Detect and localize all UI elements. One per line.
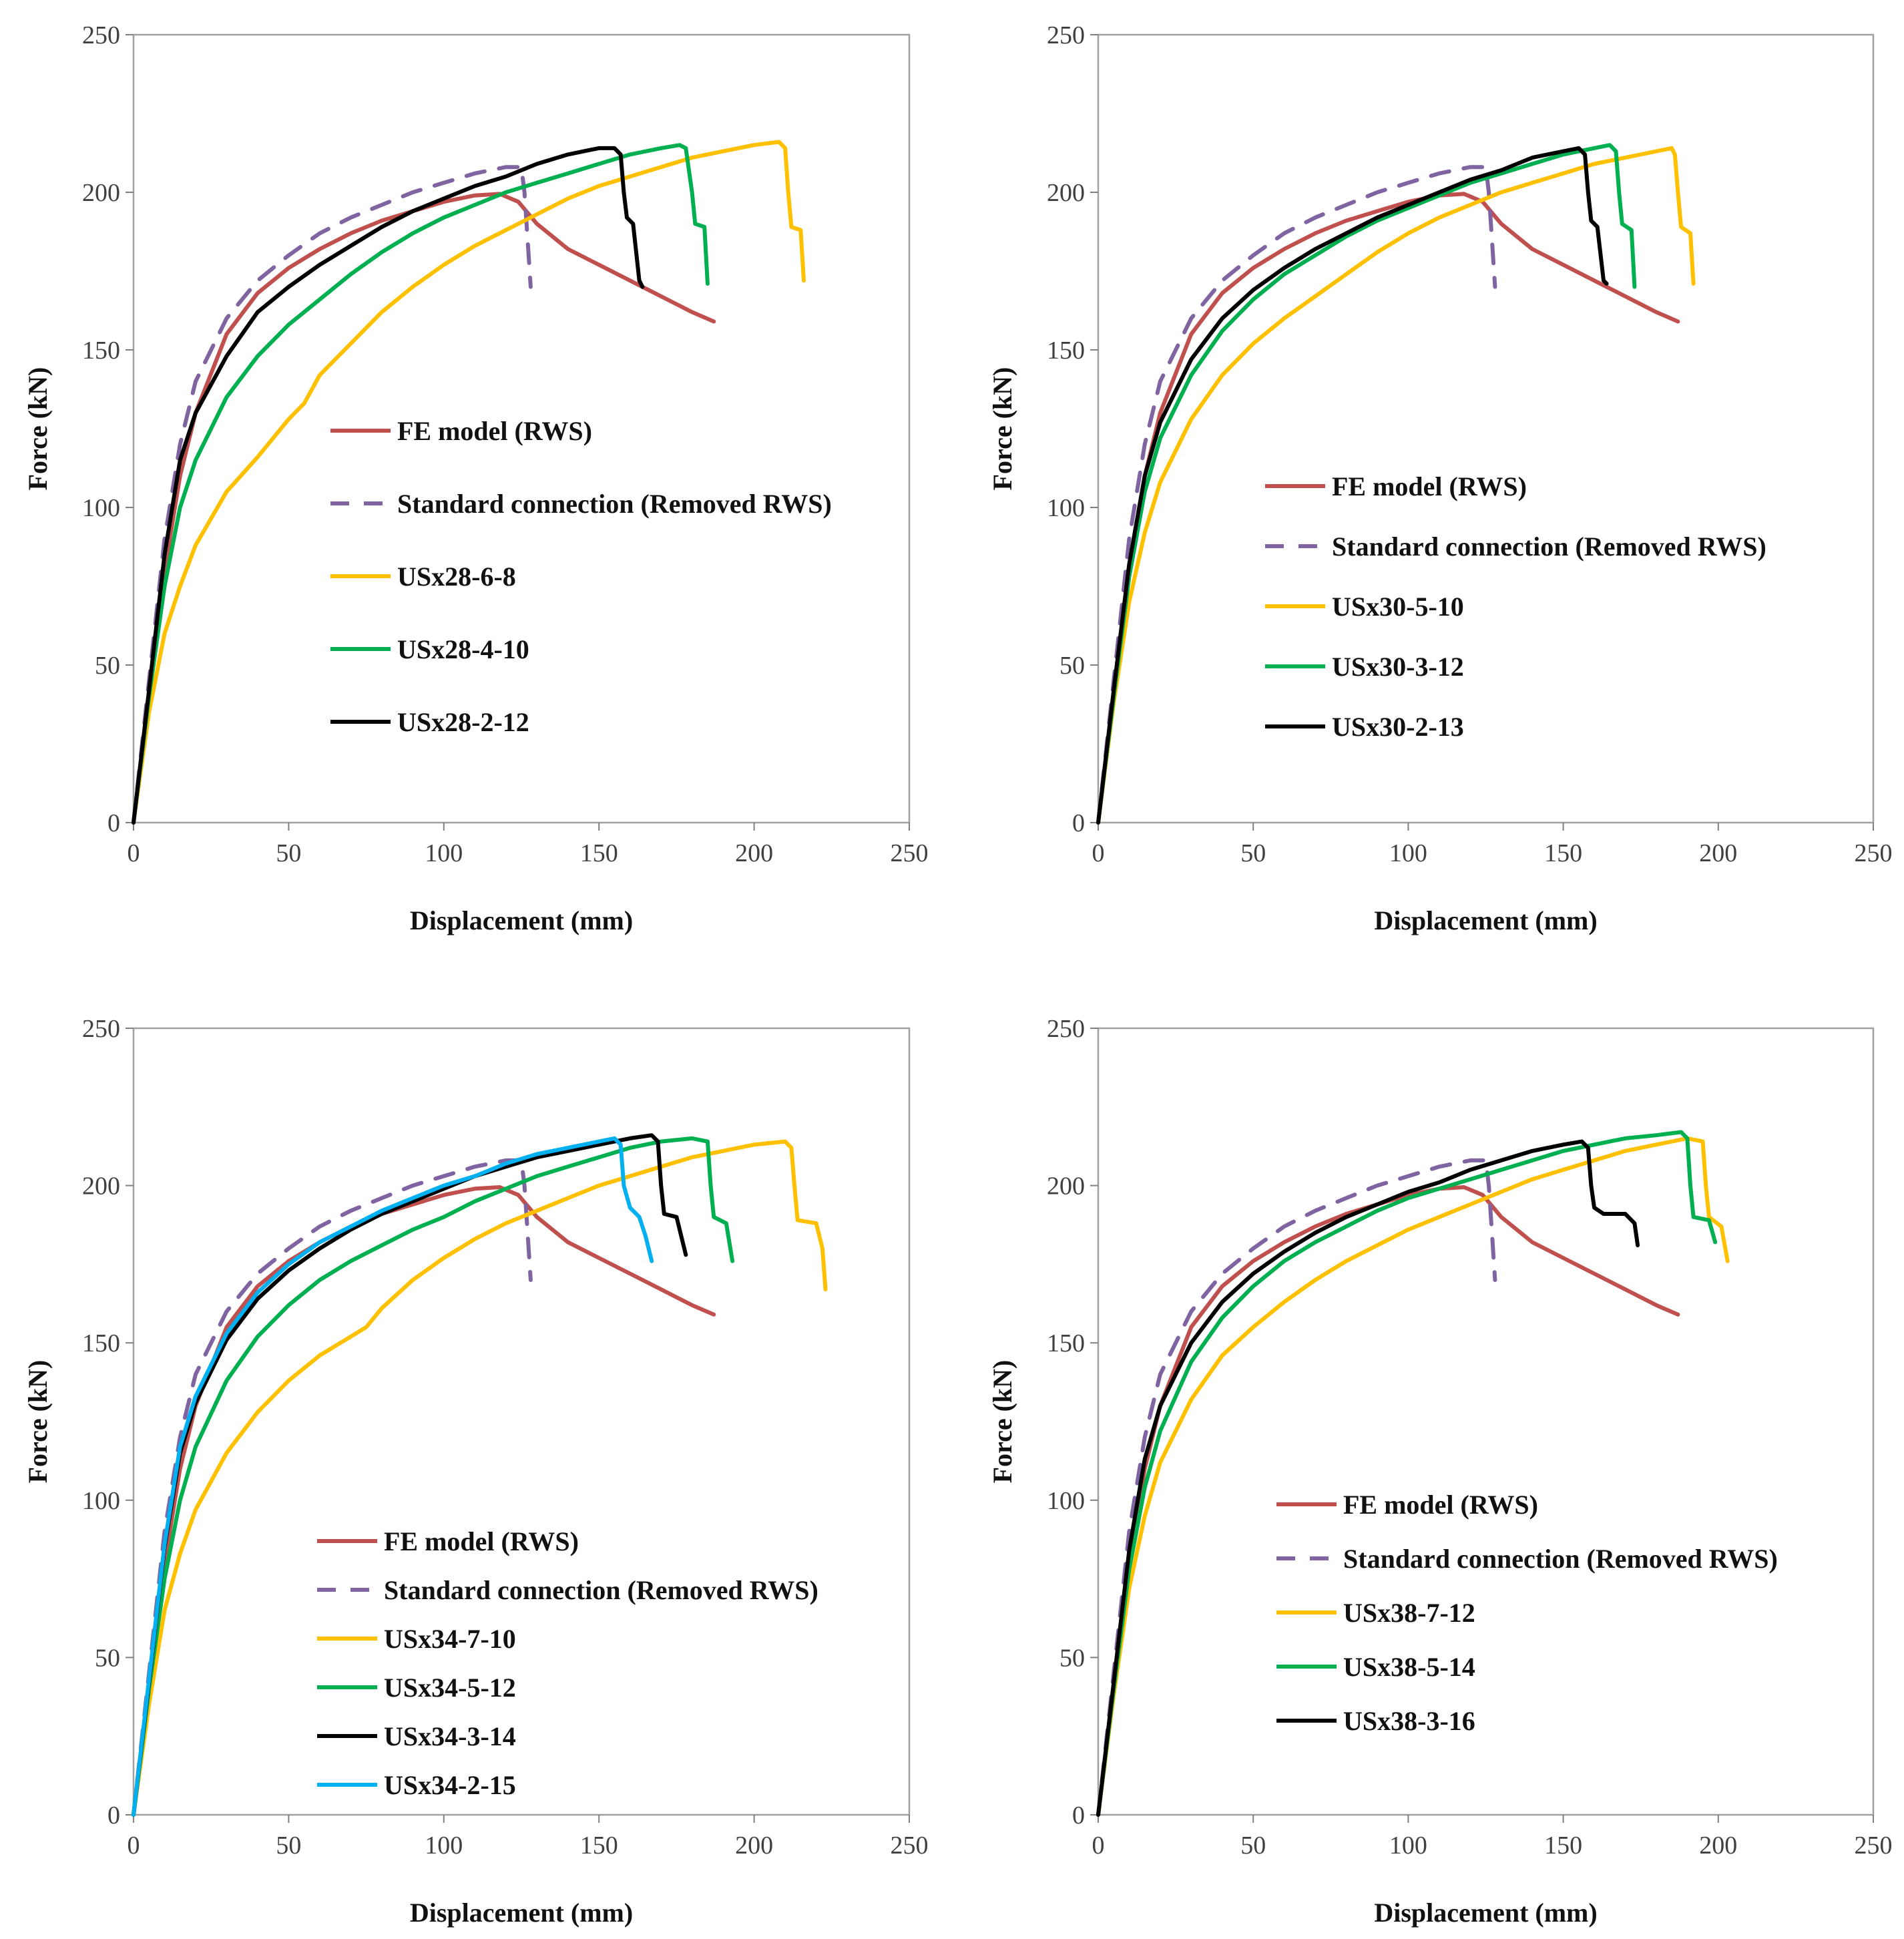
x-tick-label: 150 — [1544, 839, 1582, 867]
x-tick-label: 100 — [425, 1832, 463, 1860]
plot-area-frame — [1098, 1028, 1873, 1815]
y-tick-label: 50 — [1059, 1644, 1085, 1672]
y-tick-label: 150 — [82, 1329, 120, 1357]
y-tick-label: 200 — [82, 179, 120, 207]
legend-label: USx38-5-14 — [1343, 1652, 1475, 1682]
x-tick-label: 0 — [128, 1832, 140, 1860]
legend-label: Standard connection (Removed RWS) — [384, 1575, 818, 1605]
x-tick-label: 50 — [276, 839, 301, 867]
x-tick-label: 0 — [1092, 1832, 1105, 1860]
legend-label: FE model (RWS) — [384, 1526, 579, 1556]
y-axis-title: Force (kN) — [987, 1360, 1017, 1484]
y-tick-label: 200 — [1047, 1172, 1085, 1201]
y-tick-label: 100 — [82, 494, 120, 522]
x-tick-label: 50 — [1240, 1832, 1266, 1860]
y-tick-label: 0 — [1072, 1801, 1085, 1829]
series-line-usx34-5-12 — [134, 1138, 732, 1815]
y-tick-label: 50 — [95, 1644, 120, 1672]
x-tick-label: 0 — [1092, 839, 1105, 867]
y-tick-label: 200 — [82, 1172, 120, 1201]
legend-label: USx30-2-13 — [1332, 712, 1464, 742]
x-tick-label: 200 — [1699, 1832, 1737, 1860]
legend: FE model (RWS) Standard connection (Remov… — [1265, 471, 1766, 742]
legend-label: USx34-2-15 — [384, 1770, 516, 1800]
y-tick-label: 50 — [1059, 652, 1085, 680]
series-line-standard-connection-removed-rws- — [134, 1160, 531, 1815]
y-tick-label: 100 — [1047, 494, 1085, 522]
legend-label: USx38-7-12 — [1343, 1598, 1475, 1628]
x-axis-title: Displacement (mm) — [1374, 905, 1597, 935]
y-tick-label: 250 — [1047, 21, 1085, 49]
legend: FE model (RWS) Standard connection (Remov… — [317, 1526, 818, 1800]
chart-panel-4: 0 50 100 150 200 250 0 50 100 150 200 250 Displaceme… — [987, 1015, 1893, 1928]
x-tick-label: 200 — [735, 839, 773, 867]
y-tick-label: 250 — [82, 21, 120, 49]
x-tick-label: 150 — [580, 1832, 618, 1860]
x-tick-label: 100 — [425, 839, 463, 867]
chart-panel-3: 0 50 100 150 200 250 0 50 100 150 200 250 Displaceme… — [23, 1015, 929, 1928]
x-axis-title: Displacement (mm) — [1374, 1898, 1597, 1928]
legend-label: Standard connection (Removed RWS) — [1343, 1544, 1778, 1574]
y-tick-label: 0 — [107, 1801, 120, 1829]
legend: FE model (RWS) Standard connection (Remov… — [330, 416, 832, 737]
x-tick-label: 200 — [735, 1832, 773, 1860]
x-tick-label: 50 — [276, 1832, 301, 1860]
y-tick-label: 200 — [1047, 179, 1085, 207]
chart-panel-1: 0 50 100 150 200 250 0 50 100 150 200 250 Displaceme… — [23, 21, 929, 935]
series-line-fe-model-rws- — [134, 1187, 714, 1815]
chart-panel-2: 0 50 100 150 200 250 0 50 100 150 200 250 Displaceme… — [987, 21, 1893, 935]
x-tick-label: 250 — [1855, 839, 1893, 867]
legend-label: FE model (RWS) — [1343, 1490, 1538, 1520]
x-tick-label: 150 — [580, 839, 618, 867]
y-tick-label: 150 — [82, 337, 120, 365]
legend-label: USx34-7-10 — [384, 1624, 516, 1654]
y-tick-label: 100 — [82, 1487, 120, 1515]
legend-label: USx28-2-12 — [397, 707, 529, 737]
y-tick-label: 250 — [1047, 1015, 1085, 1043]
x-tick-label: 250 — [1855, 1832, 1893, 1860]
y-axis-title: Force (kN) — [23, 367, 53, 491]
y-axis-title: Force (kN) — [23, 1360, 53, 1484]
x-tick-label: 100 — [1389, 1832, 1427, 1860]
y-tick-label: 0 — [107, 809, 120, 837]
legend-label: FE model (RWS) — [1332, 471, 1527, 501]
x-axis-title: Displacement (mm) — [410, 905, 633, 935]
x-tick-label: 250 — [891, 1832, 929, 1860]
legend-label: USx30-5-10 — [1332, 592, 1464, 622]
legend-label: USx28-4-10 — [397, 634, 529, 664]
legend-label: USx28-6-8 — [397, 562, 516, 592]
legend-label: USx30-3-12 — [1332, 652, 1464, 682]
x-tick-label: 50 — [1240, 839, 1266, 867]
x-tick-label: 150 — [1544, 1832, 1582, 1860]
y-tick-label: 150 — [1047, 1329, 1085, 1357]
y-tick-label: 50 — [95, 652, 120, 680]
x-tick-label: 0 — [128, 839, 140, 867]
legend-label: USx38-3-16 — [1343, 1706, 1475, 1736]
legend-label: USx34-3-14 — [384, 1721, 516, 1751]
plot-area-frame — [1098, 35, 1873, 823]
series-line-usx34-7-10 — [134, 1142, 826, 1815]
y-axis-title: Force (kN) — [987, 367, 1017, 491]
y-tick-label: 100 — [1047, 1487, 1085, 1515]
x-axis-title: Displacement (mm) — [410, 1898, 633, 1928]
x-tick-label: 250 — [891, 839, 929, 867]
legend: FE model (RWS) Standard connection (Remov… — [1276, 1490, 1778, 1736]
x-tick-label: 100 — [1389, 839, 1427, 867]
x-tick-label: 200 — [1699, 839, 1737, 867]
legend-label: FE model (RWS) — [397, 416, 592, 446]
legend-label: Standard connection (Removed RWS) — [397, 489, 832, 519]
y-tick-label: 250 — [82, 1015, 120, 1043]
y-tick-label: 150 — [1047, 337, 1085, 365]
legend-label: Standard connection (Removed RWS) — [1332, 531, 1766, 562]
y-tick-label: 0 — [1072, 809, 1085, 837]
legend-label: USx34-5-12 — [384, 1673, 516, 1703]
